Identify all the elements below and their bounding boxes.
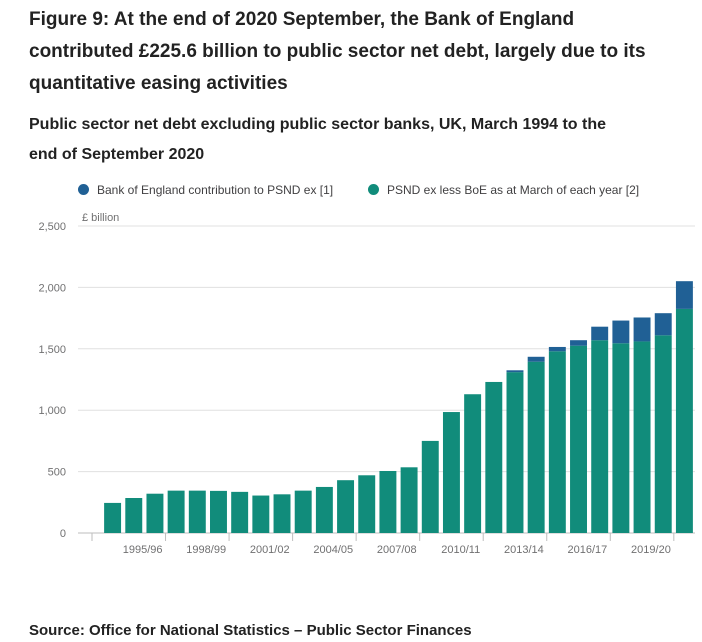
stacked-bar-chart: 0 500 1,000 1,500 2,000 2,500 £ billion 1995/96…	[38, 212, 695, 556]
bar-psnd-2016/17	[591, 340, 609, 533]
y-tick-label: 0	[60, 528, 66, 540]
bar-psnd-2014/15	[548, 351, 566, 533]
bar-boe-2012/13	[506, 370, 524, 373]
bar-psnd-2019/20	[654, 335, 672, 533]
bar-psnd-2004/05	[337, 480, 355, 533]
x-tick-label: 2013/14	[504, 544, 544, 556]
bar-psnd-2003/04	[315, 486, 333, 533]
bar-psnd-1995/96	[146, 493, 164, 533]
bar-psnd-2015/16	[570, 345, 587, 533]
x-tick-label: 2004/05	[313, 544, 353, 556]
bar-boe-2017/18	[612, 320, 630, 344]
x-tick-label: 2019/20	[631, 544, 671, 556]
source-note: Source: Office for National Statistics –…	[29, 622, 472, 639]
bar-psnd-2013/14	[527, 361, 545, 533]
y-tick-label: 2,500	[38, 221, 66, 233]
bar-psnd-2002/03	[294, 490, 312, 533]
chart-title: Figure 9: At the end of 2020 September, …	[29, 9, 646, 94]
bar-psnd-1998/99	[210, 490, 227, 533]
bar-psnd-2008/09	[421, 440, 439, 533]
legend-swatch-psnd	[368, 184, 379, 195]
bar-psnd-2012/13	[506, 372, 524, 533]
legend-item-boe[interactable]: Bank of England contribution to PSND ex …	[78, 183, 333, 197]
bar-boe-2018/19	[633, 317, 651, 342]
y-axis-label: £ billion	[82, 212, 119, 224]
legend-swatch-boe	[78, 184, 89, 195]
bar-psnd-2009/10	[442, 412, 460, 533]
legend-label-boe: Bank of England contribution to PSND ex …	[97, 183, 334, 197]
bar-psnd-1997/98	[188, 490, 206, 533]
y-tick-label: 500	[48, 467, 66, 479]
bar-boe-2020/21	[675, 281, 693, 309]
bar-boe-2013/14	[527, 356, 545, 362]
bar-psnd-1994/95	[125, 498, 143, 533]
legend-label-psnd: PSND ex less BoE as at March of each yea…	[387, 183, 640, 197]
bar-psnd-1996/97	[167, 490, 185, 533]
bar-boe-2014/15	[548, 346, 566, 352]
bar-psnd-2011/12	[485, 381, 503, 533]
x-tick-label: 1998/99	[186, 544, 226, 556]
bar-boe-2019/20	[654, 313, 672, 336]
bar-psnd-2018/19	[633, 341, 651, 533]
x-tick-label: 2010/11	[441, 544, 480, 556]
bar-psnd-2017/18	[612, 343, 630, 533]
bar-psnd-2006/07	[379, 470, 397, 533]
y-tick-label: 2,000	[38, 282, 66, 294]
y-tick-label: 1,500	[38, 344, 66, 356]
x-tick-label: 2007/08	[377, 544, 417, 556]
bar-psnd-2010/11	[464, 394, 482, 533]
bar-psnd-2020/21	[675, 308, 693, 533]
bar-psnd-2000/01	[252, 495, 270, 533]
x-tick-label: 2016/17	[568, 544, 608, 556]
bar-boe-2015/16	[570, 340, 587, 346]
y-tick-label: 1,000	[38, 405, 66, 417]
bar-boe-2016/17	[591, 326, 609, 341]
bar-psnd-1993/94	[104, 502, 122, 533]
chart-subtitle: Public sector net debt excluding public …	[29, 116, 607, 163]
legend-item-psnd[interactable]: PSND ex less BoE as at March of each yea…	[368, 183, 639, 197]
bar-psnd-2007/08	[400, 467, 418, 533]
x-tick-label: 1995/96	[123, 544, 163, 556]
x-tick-label: 2001/02	[250, 544, 290, 556]
bar-psnd-2001/02	[273, 494, 291, 533]
bar-psnd-1999/00	[231, 491, 249, 533]
bar-psnd-2005/06	[358, 475, 376, 533]
